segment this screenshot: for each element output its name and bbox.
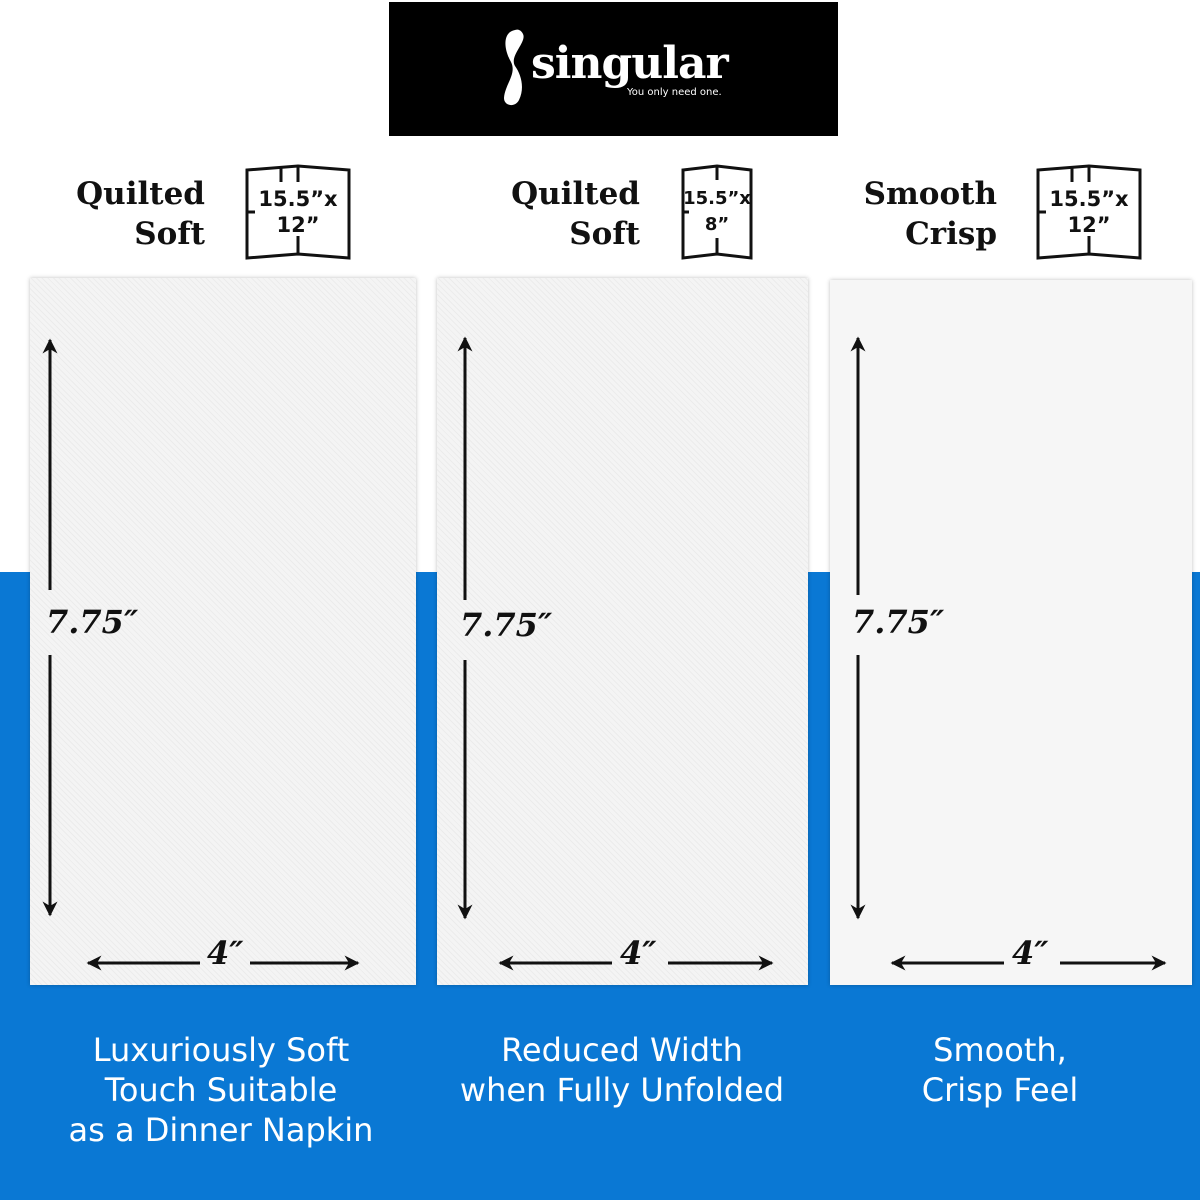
product-label: Quilted Soft [511, 176, 640, 252]
width-label: 4″ [207, 934, 244, 972]
height-label: 7.75″ [852, 603, 945, 641]
product-caption: Smooth, Crisp Feel [921, 1031, 1079, 1109]
product-label: Smooth Crisp [863, 176, 997, 252]
logo-mark-icon [504, 29, 524, 106]
height-label: 7.75″ [46, 603, 139, 641]
width-label: 4″ [620, 934, 657, 972]
width-label: 4″ [1012, 934, 1049, 972]
brand-logo: singular You only need one. [389, 2, 838, 136]
napkin-quilted-12 [30, 278, 416, 985]
napkin-quilted-8 [437, 278, 808, 985]
product-caption: Reduced Width when Fully Unfolded [459, 1031, 785, 1109]
product-label: Quilted Soft [76, 176, 205, 252]
fold-size-icon: 15.5”x 12” [245, 164, 351, 262]
height-label: 7.75″ [460, 606, 553, 644]
fold-size-icon: 15.5”x 12” [1036, 164, 1142, 262]
brand-name: singular [531, 38, 729, 89]
napkin-smooth [830, 280, 1192, 985]
fold-size-icon: 15.5”x 8” [681, 164, 753, 262]
brand-tagline: You only need one. [627, 87, 722, 98]
product-caption: Luxuriously Soft Touch Suitable as a Dinne… [68, 1031, 374, 1149]
